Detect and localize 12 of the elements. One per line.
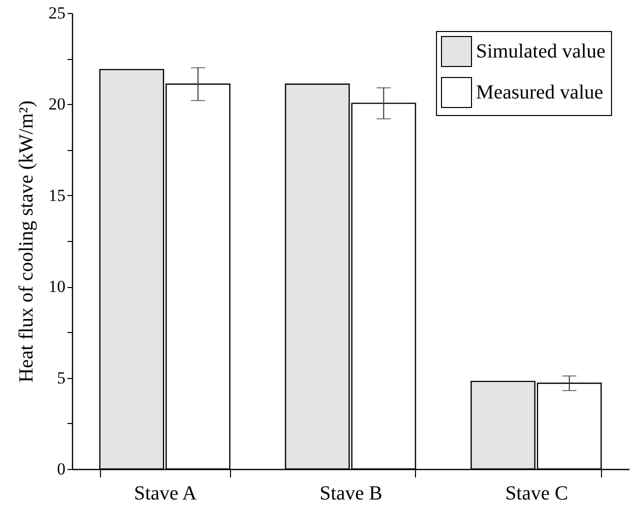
x-tick-label: Stave A bbox=[134, 482, 198, 504]
y-tick-label: 0 bbox=[57, 460, 66, 478]
y-tick-label: 25 bbox=[48, 4, 66, 22]
x-tick-label: Stave C bbox=[505, 482, 568, 504]
y-tick-label: 10 bbox=[48, 277, 66, 296]
y-tick-label: 15 bbox=[48, 186, 66, 205]
legend-label: Measured value bbox=[476, 82, 604, 104]
legend-label: Simulated value bbox=[476, 40, 606, 62]
x-tick-label: Stave B bbox=[320, 482, 382, 504]
y-tick-label: 20 bbox=[48, 94, 66, 114]
y-axis-title: Heat flux of cooling stave (kW/m²) bbox=[16, 100, 38, 383]
y-tick-label: 5 bbox=[57, 368, 66, 388]
